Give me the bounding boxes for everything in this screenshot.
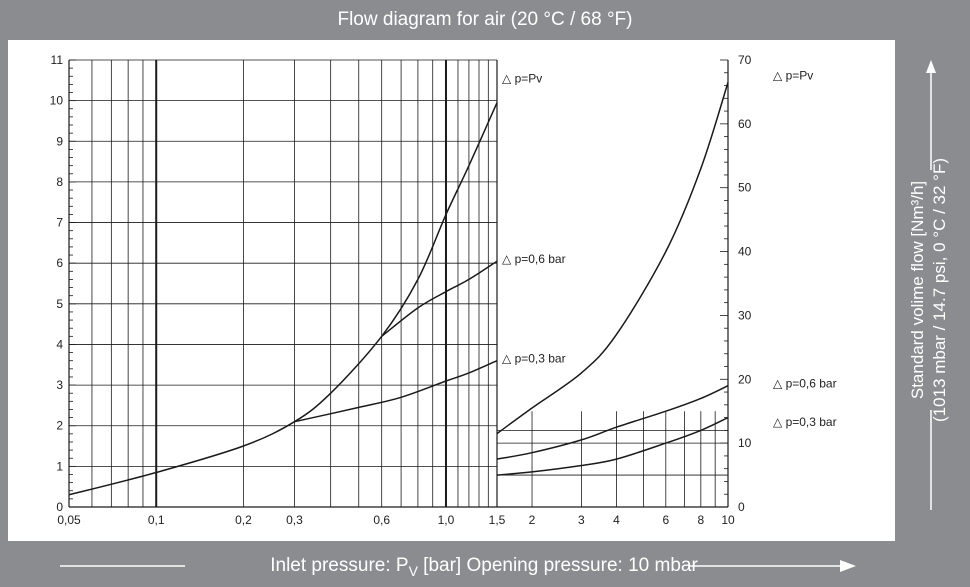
left-series-label-1: △ p=0,6 bar [502,252,566,266]
right-ytick-label-6: 60 [738,117,752,131]
up-arrow-head-icon [926,60,936,73]
right-xtick-label-2: 3 [578,513,585,527]
left-series-line-0 [68,102,498,496]
right-ytick-label-5: 50 [738,181,752,195]
plot-panel: 0 1 2 3 4 5 6 7 8 9 10 11 0,05 0,1 0,2 0,3 0,6 1,0 1,5 0 10 2… [8,40,895,541]
right-xtick-label-4: 6 [662,513,669,527]
right-series-line-2 [496,416,729,476]
right-xtick-label-6: 10 [721,513,735,527]
xlabel: Inlet pressure: PV [bar] Opening pressur… [270,555,698,579]
left-ytick-label-1: 1 [56,459,63,473]
left-xtick-label-6: 1,5 [489,513,506,527]
left-xtick-label-4: 0,6 [373,513,390,527]
right-series-label-0: △ p=Pv [773,69,813,83]
left-series-label-2: △ p=0,3 bar [502,352,566,366]
right-ytick-label-2: 20 [738,372,752,386]
xlabel-rest: [bar] Opening pressure: 10 mbar [418,555,699,576]
xlabel-sub: V [409,563,419,579]
left-ytick-label-8: 8 [56,175,63,189]
right-ytick-label-7: 70 [738,53,752,67]
right-series-label-1: △ p=0,6 bar [773,377,837,391]
right-series-line-0 [496,82,729,435]
left-series-line-2 [294,360,498,423]
y-axis-side-bar: Standard volime flow [Nm³/h] (1013 mbar … [895,40,970,541]
left-ytick-label-11: 11 [51,53,64,67]
right-series-line-1 [496,385,729,460]
left-xtick-label-5: 1,0 [438,513,455,527]
right-ytick-label-4: 40 [738,245,752,259]
right-arrow-head-icon [840,560,856,572]
left-xtick-label-1: 0,1 [148,513,165,527]
left-ytick-label-5: 5 [56,297,63,311]
xlabel-main: Inlet pressure: P [270,555,408,576]
left-xtick-label-2: 0,2 [235,513,252,527]
left-ytick-label-0: 0 [56,500,63,514]
right-xtick-label-5: 8 [697,513,704,527]
left-ytick-label-7: 7 [56,216,63,230]
left-xtick-label-3: 0,3 [286,513,303,527]
ylabel-line1: Standard volime flow [Nm³/h] [908,181,927,399]
left-xtick-label-0: 0,05 [57,513,81,527]
x-axis-footer: Inlet pressure: PV [bar] Opening pressur… [0,541,970,581]
left-series-line-1 [381,260,498,337]
left-ytick-label-10: 10 [50,94,64,108]
chart-title: Flow diagram for air (20 °C / 68 °F) [337,9,633,30]
left-ytick-label-9: 9 [56,134,63,148]
right-ytick-label-0: 0 [738,500,745,514]
left-ytick-label-4: 4 [56,337,63,351]
left-series-label-0: △ p=Pv [502,72,542,86]
right-ytick-label-3: 30 [738,308,752,322]
left-ytick-label-2: 2 [56,419,63,433]
left-ytick-label-3: 3 [56,378,63,392]
right-series-label-2: △ p=0,3 bar [773,415,837,429]
right-xtick-label-3: 4 [613,513,620,527]
right-xtick-label-1: 2 [529,513,536,527]
ylabel-line2: (1013 mbar / 14.7 psi, 0 °C / 32 °F) [930,158,949,422]
right-ytick-label-1: 10 [738,436,752,450]
left-ytick-label-6: 6 [56,256,63,270]
